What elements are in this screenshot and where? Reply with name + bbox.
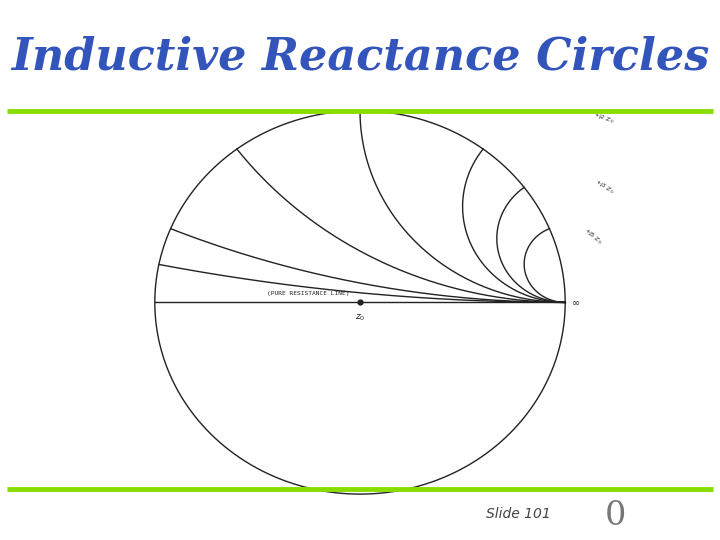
- Text: (PURE RESISTANCE LINE): (PURE RESISTANCE LINE): [267, 291, 350, 296]
- Text: +j2 Z$_0$: +j2 Z$_0$: [592, 110, 616, 126]
- Text: $\infty$: $\infty$: [571, 298, 580, 307]
- Text: Inductive Reactance Circles: Inductive Reactance Circles: [11, 35, 709, 78]
- Text: +j5 Z$_0$: +j5 Z$_0$: [582, 225, 604, 247]
- Text: 0: 0: [605, 500, 626, 532]
- Text: +j3 Z$_0$: +j3 Z$_0$: [593, 176, 616, 196]
- Text: Slide 101: Slide 101: [486, 507, 551, 521]
- Text: $z_0$: $z_0$: [355, 312, 365, 322]
